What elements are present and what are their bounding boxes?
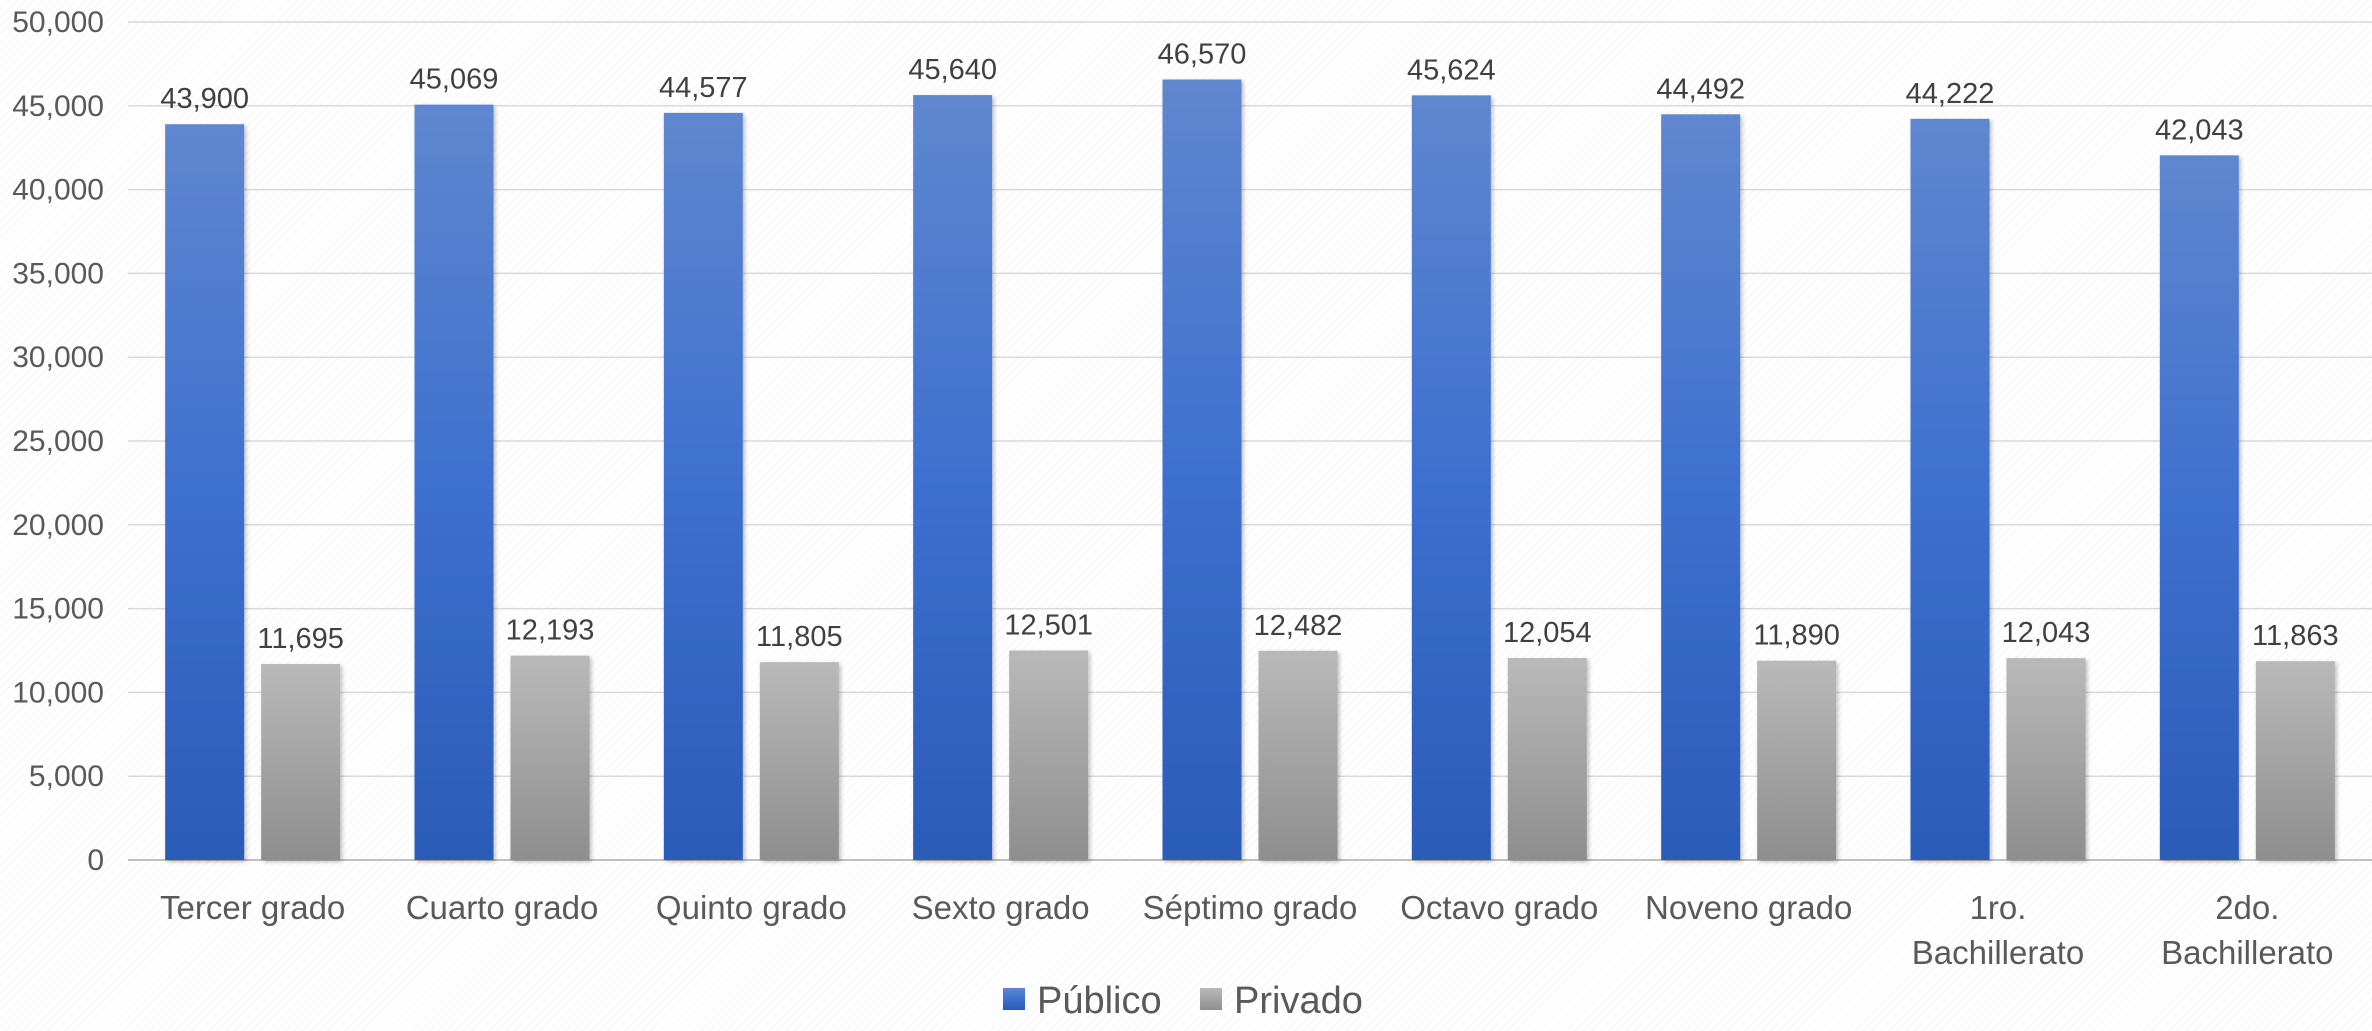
x-tick-label: Sexto grado xyxy=(912,889,1090,926)
bar-publico xyxy=(414,104,494,861)
data-labels: 43,900 11,695 45,069 12,193 44,577 11,805 45,6… xyxy=(160,38,2338,655)
y-tick-label: 15,000 xyxy=(12,593,104,626)
bar-privado xyxy=(1009,650,1089,860)
data-label: 11,890 xyxy=(1753,620,1840,652)
bar-publico xyxy=(663,112,743,861)
gridlines xyxy=(128,21,2372,861)
y-axis: 0 5,000 10,000 15,000 20,000 25,000 30,000 35,0… xyxy=(12,6,104,877)
x-axis: Tercer grado Cuarto grado Quinto grado Sext… xyxy=(160,889,2334,971)
bar-privado xyxy=(2255,661,2335,860)
x-tick-label: Séptimo grado xyxy=(1143,889,1358,926)
data-label: 11,863 xyxy=(2252,620,2339,652)
bar-publico xyxy=(1910,118,1990,860)
data-label: 12,482 xyxy=(1254,610,1343,642)
y-tick-label: 35,000 xyxy=(12,257,104,290)
bar-privado xyxy=(759,662,839,860)
x-tick-label: Tercer grado xyxy=(160,889,345,926)
data-label: 11,695 xyxy=(257,623,344,655)
data-label: 44,492 xyxy=(1656,73,1745,105)
bar-publico xyxy=(1162,79,1242,860)
legend-label: Público xyxy=(1037,980,1162,1022)
data-label: 45,640 xyxy=(908,54,997,86)
y-tick-label: 10,000 xyxy=(12,676,104,709)
data-label: 44,577 xyxy=(659,72,748,104)
bars xyxy=(165,79,2335,861)
bar-publico xyxy=(913,95,993,860)
data-label: 46,570 xyxy=(1158,38,1247,70)
x-tick-label: 1ro. Bachillerato xyxy=(1912,889,2084,971)
legend: Público Privado xyxy=(1003,980,1363,1022)
y-tick-label: 20,000 xyxy=(12,509,104,542)
bar-privado xyxy=(261,663,341,860)
data-label: 11,805 xyxy=(756,621,843,653)
x-tick-label: 2do. Bachillerato xyxy=(2161,889,2333,971)
bar-publico xyxy=(165,124,245,860)
x-tick-label: Octavo grado xyxy=(1400,889,1598,926)
data-label: 12,193 xyxy=(506,615,595,647)
y-tick-label: 5,000 xyxy=(29,760,104,793)
y-tick-label: 0 xyxy=(87,844,104,877)
data-label: 12,501 xyxy=(1004,609,1093,641)
legend-label: Privado xyxy=(1234,980,1363,1022)
x-tick-label: Noveno grado xyxy=(1645,889,1852,926)
bar-publico xyxy=(2159,155,2239,860)
legend-swatch-publico xyxy=(1003,988,1025,1010)
x-tick-label: Quinto grado xyxy=(656,889,847,926)
y-tick-label: 25,000 xyxy=(12,425,104,458)
data-label: 45,069 xyxy=(410,64,499,96)
bar-publico xyxy=(1661,114,1741,860)
data-label: 12,043 xyxy=(2002,617,2091,649)
y-tick-label: 30,000 xyxy=(12,341,104,374)
y-tick-label: 50,000 xyxy=(12,6,104,39)
bar-privado xyxy=(1507,657,1587,860)
bar-privado xyxy=(1258,650,1338,860)
data-label: 43,900 xyxy=(160,83,249,115)
y-tick-label: 40,000 xyxy=(12,174,104,207)
data-label: 42,043 xyxy=(2155,114,2244,146)
y-tick-label: 45,000 xyxy=(12,90,104,123)
bar-privado xyxy=(510,655,590,860)
x-tick-label: Cuarto grado xyxy=(406,889,599,926)
bar-privado xyxy=(1757,660,1837,860)
data-label: 44,222 xyxy=(1906,78,1995,110)
bar-privado xyxy=(2006,658,2086,860)
bar-publico xyxy=(1411,95,1491,861)
data-label: 12,054 xyxy=(1503,617,1592,649)
data-label: 45,624 xyxy=(1407,54,1496,86)
legend-swatch-privado xyxy=(1200,988,1222,1010)
